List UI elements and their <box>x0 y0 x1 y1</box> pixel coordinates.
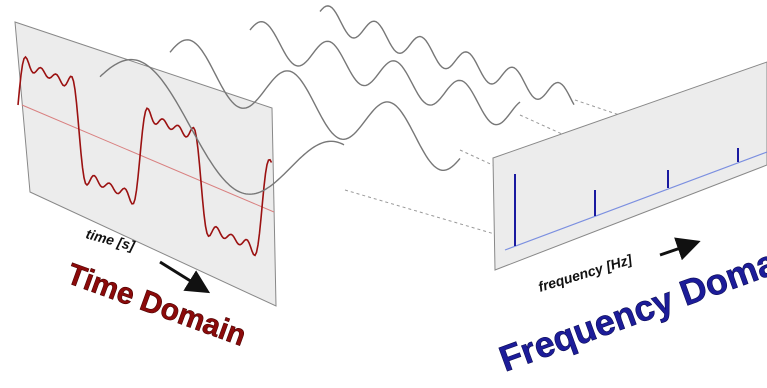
sine-wave <box>250 22 520 125</box>
frequency-arrow <box>660 243 695 255</box>
frequency-axis-label: frequency [Hz] <box>536 251 635 295</box>
fourier-diagram: time [s] Time Domain frequency [Hz] Freq… <box>0 0 767 388</box>
